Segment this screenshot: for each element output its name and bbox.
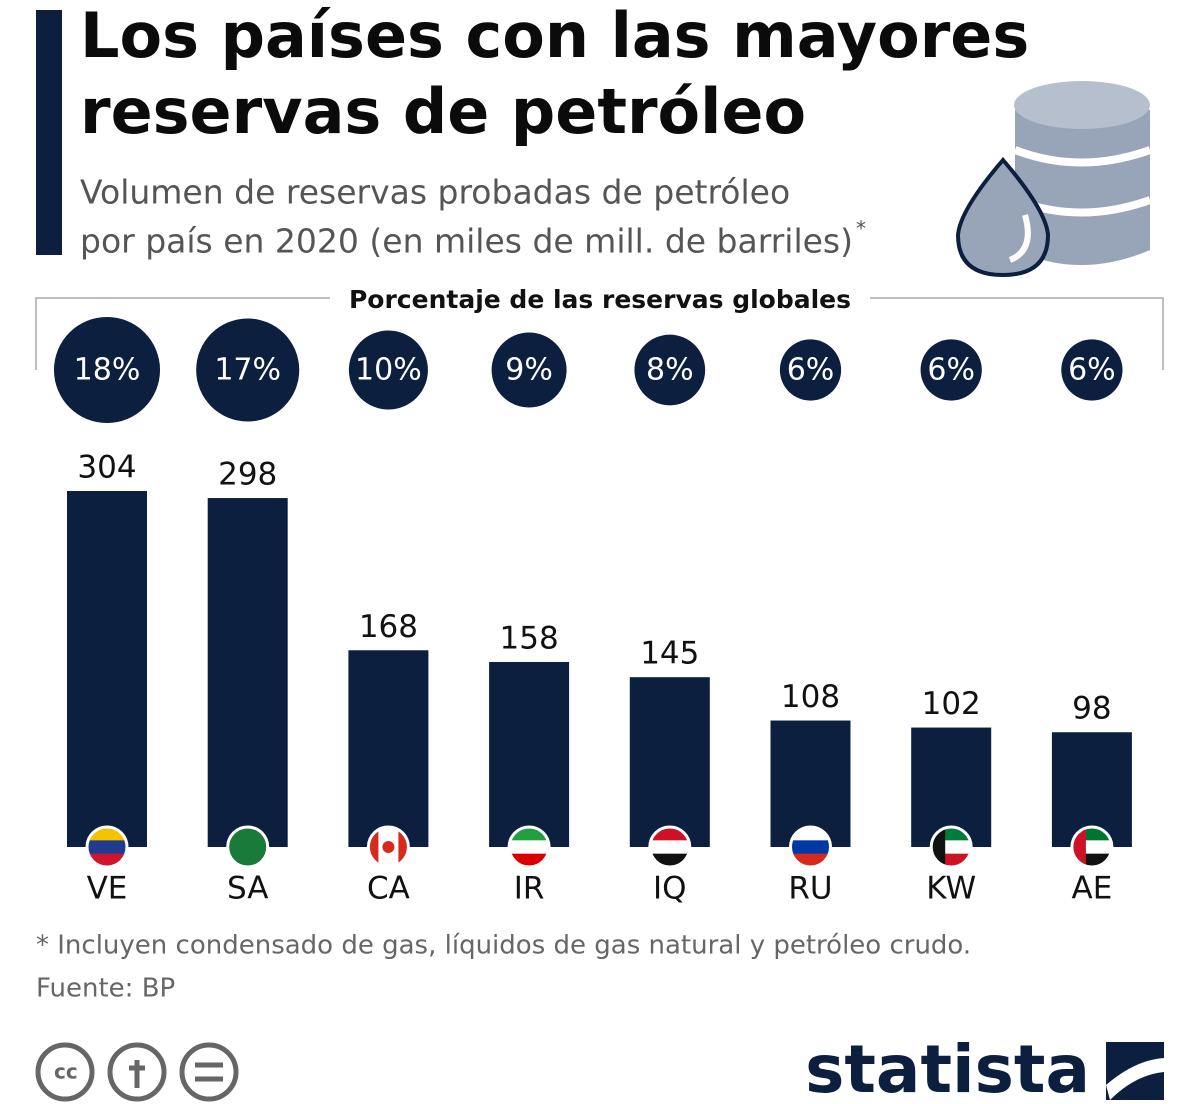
x-tick-label: SA bbox=[227, 871, 268, 907]
subtitle-note: * bbox=[856, 217, 866, 241]
flag-ring bbox=[366, 825, 410, 869]
value-label: 102 bbox=[922, 686, 981, 722]
share-bubble bbox=[634, 334, 706, 406]
share-bubble bbox=[491, 332, 567, 408]
flag bbox=[507, 825, 551, 869]
chart-title: Los países con las mayores bbox=[80, 0, 1029, 72]
cc-mark: cc bbox=[54, 1060, 78, 1084]
flag-stripe bbox=[509, 840, 550, 855]
brand-logo-mark bbox=[1106, 1058, 1164, 1100]
share-label: 18% bbox=[74, 353, 141, 388]
share-label: 6% bbox=[787, 353, 835, 388]
x-tick-label: KW bbox=[926, 871, 976, 907]
bar bbox=[629, 677, 710, 847]
bar bbox=[207, 498, 288, 847]
value-label: 168 bbox=[359, 609, 418, 645]
flag bbox=[648, 825, 692, 869]
title-accent bbox=[36, 10, 62, 255]
flag-ring bbox=[1070, 825, 1114, 869]
x-tick-label: VE bbox=[87, 871, 128, 907]
flag bbox=[789, 825, 832, 869]
oil-icon bbox=[955, 81, 1152, 278]
share-label: 8% bbox=[646, 353, 694, 388]
share-frame bbox=[35, 297, 1164, 370]
bar bbox=[348, 650, 429, 847]
share-bubble bbox=[1061, 339, 1123, 401]
share-label: 6% bbox=[1068, 353, 1116, 388]
flag-stripe bbox=[649, 840, 690, 855]
flag-stripe bbox=[227, 840, 268, 855]
value-label: 304 bbox=[77, 450, 136, 486]
value-label: 158 bbox=[500, 620, 559, 656]
license-icons bbox=[35, 1042, 239, 1102]
source: Fuente: BP bbox=[36, 974, 175, 1004]
flag-stripe bbox=[87, 840, 127, 855]
flag-ring bbox=[85, 825, 129, 869]
flag bbox=[226, 825, 270, 869]
value-label: 298 bbox=[218, 457, 277, 493]
chart-title: reservas de petróleo bbox=[80, 75, 806, 148]
share-bubble bbox=[348, 330, 428, 410]
flag-ring bbox=[226, 825, 270, 869]
share-label: 10% bbox=[355, 353, 422, 388]
brand: statista bbox=[805, 1031, 1090, 1104]
value-label: 108 bbox=[781, 679, 840, 715]
share-label: 9% bbox=[505, 353, 553, 388]
share-bubble bbox=[196, 318, 300, 422]
chart-subtitle: por país en 2020 (en miles de mill. de b… bbox=[80, 222, 853, 261]
flag-ring bbox=[648, 825, 692, 869]
x-tick-label: IR bbox=[514, 871, 545, 907]
share-label: 6% bbox=[927, 353, 975, 388]
flag-ring bbox=[507, 825, 551, 869]
x-tick-label: AE bbox=[1072, 871, 1113, 907]
flag-leaf bbox=[382, 841, 395, 853]
share-bubble bbox=[53, 316, 161, 424]
value-label: 98 bbox=[1072, 691, 1111, 727]
share-label: 17% bbox=[214, 353, 281, 388]
flag-stripe bbox=[368, 827, 379, 867]
flag bbox=[929, 825, 973, 869]
share-bubble bbox=[920, 339, 982, 401]
bar bbox=[489, 661, 570, 847]
flag-ring bbox=[929, 825, 973, 869]
x-tick-label: IQ bbox=[653, 871, 687, 907]
footnote: * Incluyen condensado de gas, líquidos d… bbox=[36, 931, 971, 961]
bar bbox=[67, 491, 147, 847]
flag bbox=[85, 825, 129, 869]
flag-ring bbox=[789, 825, 832, 869]
x-tick-label: CA bbox=[367, 871, 410, 907]
flag-stripe bbox=[790, 840, 831, 855]
chart-subtitle: Volumen de reservas probadas de petróleo bbox=[80, 173, 790, 212]
share-title: Porcentaje de las reservas globales bbox=[349, 285, 851, 314]
value-label: 145 bbox=[640, 636, 699, 672]
flag-stripe bbox=[398, 827, 409, 867]
share-bubble bbox=[779, 339, 842, 401]
x-tick-label: RU bbox=[788, 871, 832, 907]
flag bbox=[366, 825, 410, 869]
flag bbox=[1070, 825, 1114, 869]
